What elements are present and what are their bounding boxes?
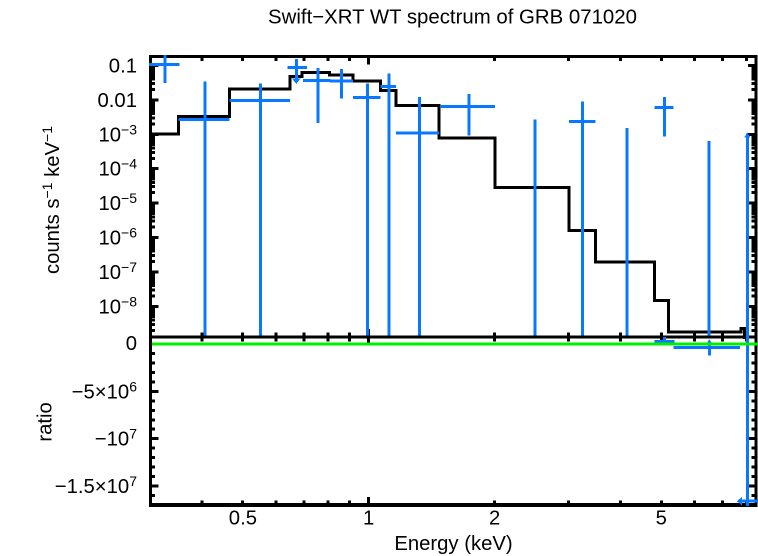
svg-text:0: 0 [126, 333, 137, 355]
svg-text:0.01: 0.01 [98, 90, 137, 112]
svg-text:1: 1 [363, 508, 374, 530]
svg-text:Swift−XRT WT spectrum of GRB 0: Swift−XRT WT spectrum of GRB 071020 [268, 6, 637, 28]
svg-text:0.5: 0.5 [229, 508, 257, 530]
svg-text:0.1: 0.1 [109, 56, 137, 78]
svg-text:counts s−1 keV−1: counts s−1 keV−1 [39, 126, 64, 274]
svg-text:−1.5×107: −1.5×107 [55, 473, 137, 498]
svg-text:−5×106: −5×106 [72, 378, 138, 403]
svg-text:2: 2 [489, 508, 500, 530]
svg-text:Energy (keV): Energy (keV) [394, 533, 512, 555]
svg-text:ratio: ratio [35, 402, 57, 441]
svg-text:5: 5 [656, 508, 667, 530]
